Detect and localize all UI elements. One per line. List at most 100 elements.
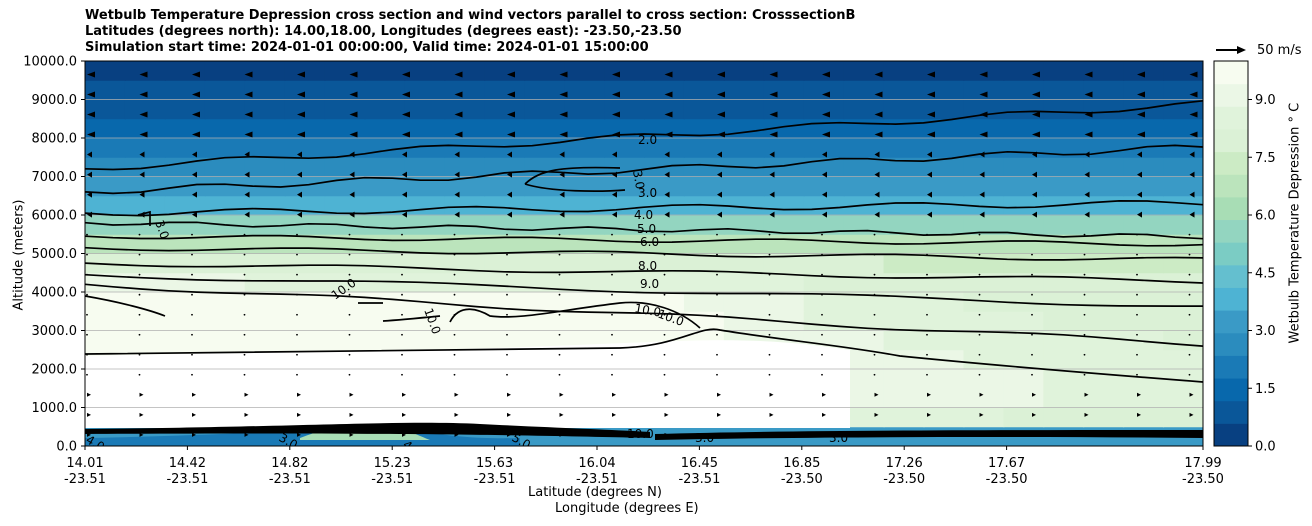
contour-band [1003, 311, 1045, 331]
colorbar-segment [1214, 151, 1248, 175]
contour-band [1043, 292, 1085, 312]
wind-vector [297, 412, 301, 417]
wind-vector [768, 253, 771, 256]
wind-vector [1137, 111, 1145, 118]
wind-vector [453, 293, 456, 296]
wind-vector [1031, 353, 1033, 356]
wind-vector [244, 191, 250, 198]
wind-vector [192, 191, 197, 198]
contour-band [1043, 349, 1085, 370]
wind-vector [612, 91, 620, 98]
wind-vector [348, 253, 351, 256]
contour-band [803, 195, 845, 216]
wind-vector [1032, 412, 1036, 417]
x-tick-label-lat: 15.63 [476, 456, 513, 471]
wind-vector [1189, 151, 1195, 158]
contour-band [324, 272, 366, 293]
contour-band [1003, 330, 1045, 351]
contour-band [883, 330, 925, 351]
colorbar-segment [1214, 219, 1248, 243]
contour-band [324, 80, 366, 100]
contour-band [883, 61, 925, 81]
wind-vector [1137, 432, 1141, 437]
wind-vector [454, 211, 460, 218]
contour-band [524, 176, 566, 197]
contour-band [324, 253, 366, 274]
wind-vector [1083, 273, 1086, 276]
contour-band [124, 176, 166, 197]
contour-line [85, 99, 1203, 171]
contour-band [1083, 253, 1125, 274]
contour-band [1123, 330, 1165, 351]
wind-vector [1188, 333, 1191, 336]
wind-vector [506, 253, 508, 256]
wind-vector [506, 293, 508, 296]
wind-vector [349, 191, 355, 198]
contour-band [843, 99, 885, 120]
contour-band [604, 61, 645, 81]
contour-band [604, 99, 645, 120]
contour-band [923, 157, 965, 177]
wind-vector [874, 211, 880, 218]
contour-band [364, 215, 406, 235]
wind-vector [1032, 191, 1037, 198]
wind-vector [349, 71, 358, 78]
wind-vector [822, 91, 830, 98]
contour-band [524, 215, 566, 235]
contour-band [1163, 407, 1203, 428]
contour-band [85, 176, 126, 197]
contour-band [1083, 80, 1125, 100]
contour-band [1083, 407, 1125, 428]
wind-vector [402, 211, 407, 218]
contour-band [284, 272, 326, 293]
contour-band [843, 272, 885, 293]
contour-band [124, 195, 166, 216]
wind-vector [663, 233, 666, 236]
wind-vector [874, 91, 883, 98]
contour-band [1003, 234, 1045, 254]
wind-vector [1084, 191, 1090, 198]
contour-band [883, 272, 925, 293]
wind-vector [297, 211, 302, 218]
contour-band [883, 215, 925, 235]
contour-band [204, 292, 246, 312]
contour-label: 8.0 [638, 259, 657, 273]
contour-band [85, 311, 126, 331]
y-tick-label: 7000.0 [32, 170, 78, 185]
wind-vector [507, 171, 512, 178]
wind-vector [402, 191, 407, 198]
wind-vector [191, 313, 193, 316]
wind-vector [192, 151, 197, 158]
contour-band [284, 311, 326, 331]
wind-vector [716, 353, 718, 356]
wind-vector [611, 353, 613, 356]
contour-band [524, 253, 566, 274]
contour-band [124, 311, 166, 331]
wind-vector [506, 273, 508, 276]
contour-band [1123, 176, 1165, 197]
contour-band [723, 272, 765, 293]
wind-vector [927, 91, 935, 98]
contour-band [1163, 330, 1203, 351]
wind-vector [86, 333, 88, 336]
contour-band [963, 80, 1005, 100]
contour-band [803, 292, 845, 312]
wind-vector [926, 353, 928, 356]
contour-band [324, 311, 366, 331]
contour-band [604, 272, 645, 293]
contour-band [963, 215, 1005, 235]
contour-band [723, 118, 765, 139]
wind-vector [348, 333, 351, 336]
contour-band [124, 99, 166, 120]
contour-band [85, 61, 126, 81]
wind-vector [822, 191, 827, 198]
wind-vector [927, 131, 935, 138]
contour-band [444, 80, 486, 100]
wind-vector [87, 191, 92, 198]
wind-vector [402, 91, 410, 98]
contour-band [364, 99, 406, 120]
wind-vector [454, 91, 463, 98]
wind-vector [611, 293, 613, 296]
colorbar-segment [1214, 355, 1248, 379]
contour-band [324, 195, 366, 216]
